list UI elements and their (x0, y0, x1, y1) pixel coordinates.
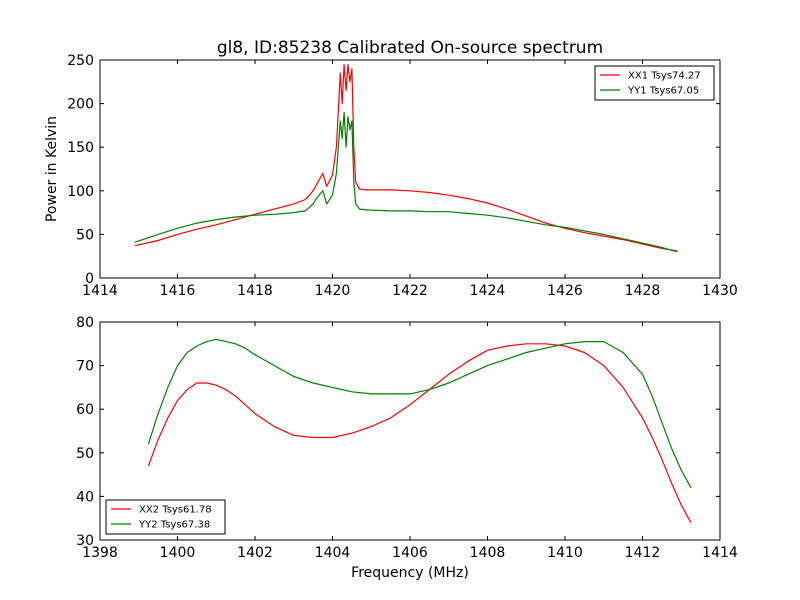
bottom-x-tick-label: 1402 (237, 545, 273, 561)
bottom-y-tick-label: 70 (76, 359, 94, 375)
top-legend-box (594, 65, 715, 101)
top-y-tick-label: 200 (67, 97, 94, 113)
bottom-x-tick-label: 1398 (82, 545, 118, 561)
top-plot-frame (99, 59, 721, 279)
top-x-tick-label: 1430 (702, 283, 738, 299)
bottom-legend-label-xx2: XX2 Tsys61.78 (139, 505, 212, 516)
top-y-tick-label: 150 (67, 140, 94, 156)
top-y-tick-label: 100 (67, 184, 94, 200)
bottom-plot-frame (99, 321, 721, 541)
top-series-line-2 (134, 111, 678, 253)
bottom-plot-lines (147, 338, 692, 523)
top-x-tick-label: 1418 (237, 283, 273, 299)
top-legend-label-yy1: YY1 Tsys67.05 (627, 86, 699, 97)
top-y-tick-label: 50 (76, 227, 94, 243)
bottom-y-tick-label: 80 (76, 315, 94, 331)
top-x-tick-label: 1420 (315, 283, 351, 299)
bottom-legend-box (105, 499, 226, 535)
top-plot-lines (134, 63, 678, 253)
top-axis-ticks: 1414 1416 1418 1420 1422 1424 1426 1428 1430 0 50 1… (67, 53, 738, 299)
bottom-legend-label-yy2: YY2 Tsys67.38 (138, 520, 210, 531)
bottom-y-tick-label: 50 (76, 446, 94, 462)
top-x-tick-label: 1416 (160, 283, 196, 299)
top-x-tick-label: 1426 (547, 283, 583, 299)
bottom-x-tick-label: 1406 (392, 545, 428, 561)
top-subplot: gl8, ID:85238 Calibrated On-source spect… (44, 38, 738, 299)
bottom-series-line-1 (147, 343, 692, 523)
top-x-tick-label: 1414 (82, 283, 118, 299)
top-x-tick-label: 1424 (470, 283, 506, 299)
top-x-tick-label: 1422 (392, 283, 428, 299)
bottom-legend: XX2 Tsys61.78 YY2 Tsys67.38 (105, 499, 226, 535)
top-y-tick-label: 250 (67, 53, 94, 69)
top-legend-label-xx1: XX1 Tsys74.27 (628, 71, 701, 82)
bottom-subplot: 1398 1400 1402 1404 1406 1408 1410 1412 1414 30 40… (76, 315, 738, 581)
top-y-tick-label: 0 (85, 271, 94, 287)
bottom-x-tick-label: 1412 (625, 545, 661, 561)
bottom-x-tick-label: 1404 (315, 545, 351, 561)
bottom-x-axis-label: Frequency (MHz) (351, 565, 469, 581)
bottom-axis-ticks: 1398 1400 1402 1404 1406 1408 1410 1412 1414 30 40… (76, 315, 738, 561)
bottom-y-tick-label: 30 (76, 533, 94, 549)
bottom-x-tick-label: 1400 (160, 545, 196, 561)
top-y-axis-label: Power in Kelvin (44, 116, 60, 222)
bottom-y-tick-label: 60 (76, 402, 94, 418)
bottom-series-line-2 (147, 338, 692, 488)
top-legend: XX1 Tsys74.27 YY1 Tsys67.05 (594, 65, 715, 101)
bottom-x-tick-label: 1408 (470, 545, 506, 561)
bottom-x-tick-label: 1410 (547, 545, 583, 561)
top-chart-title: gl8, ID:85238 Calibrated On-source spect… (217, 38, 603, 58)
top-x-tick-label: 1428 (625, 283, 661, 299)
top-series-line-1 (134, 63, 678, 252)
bottom-x-tick-label: 1414 (702, 545, 738, 561)
bottom-y-tick-label: 40 (76, 489, 94, 505)
